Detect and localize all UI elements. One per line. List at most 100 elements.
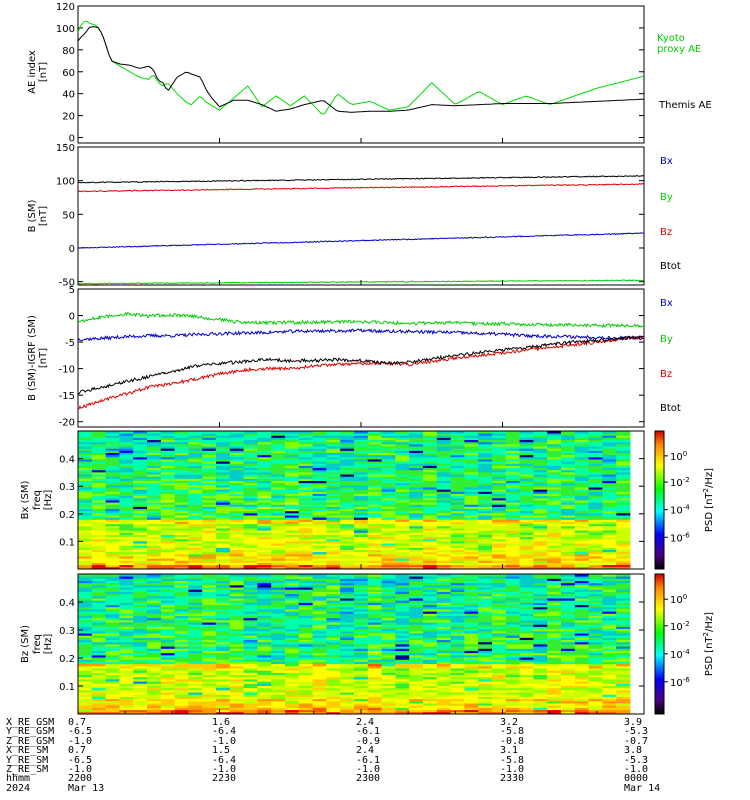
- spectrogram-cell: [160, 482, 175, 486]
- spectrogram-cell: [381, 476, 396, 479]
- spectrogram-cell: [436, 545, 451, 548]
- spectrogram-cell: [464, 646, 479, 649]
- spectrogram-cell: [505, 487, 520, 490]
- spectrogram-cell: [547, 517, 562, 520]
- spectrogram-cell: [464, 551, 479, 555]
- spectrogram-cell: [533, 467, 548, 471]
- spectrogram-cell: [78, 482, 93, 486]
- spectrogram-cell: [561, 500, 576, 503]
- spectrogram-cell: [478, 506, 493, 510]
- spectrogram-cell: [616, 564, 631, 568]
- spectrogram-cell: [257, 530, 272, 533]
- spectrogram-cell: [436, 461, 451, 464]
- spectrogram-cell: [354, 633, 369, 636]
- spectrogram-cell: [91, 467, 106, 471]
- spectrogram-cell: [216, 646, 231, 649]
- spectrogram-cell: [423, 639, 438, 643]
- spectrogram-cell: [588, 530, 603, 533]
- spectrogram-cell: [188, 459, 203, 462]
- spectrogram-cell: [147, 558, 162, 561]
- spectrogram-cell: [574, 705, 589, 708]
- spectrogram-cell: [519, 448, 534, 451]
- spectrogram-cell: [574, 435, 589, 438]
- spectrogram-cell: [395, 538, 410, 542]
- spectrogram-cell: [450, 644, 465, 647]
- spectrogram-cell: [243, 613, 258, 616]
- spectrogram-cell: [202, 700, 217, 704]
- spectrogram-cell: [381, 441, 396, 445]
- spectrogram-cell: [285, 609, 300, 612]
- spectrogram-cell: [395, 461, 410, 464]
- spectrogram-cell: [216, 639, 231, 643]
- spectrogram-cell: [478, 648, 493, 651]
- spectrogram-cell: [216, 711, 231, 715]
- spectrogram-cell: [547, 711, 562, 715]
- spectrogram-cell: [119, 547, 134, 550]
- spectrogram-cell: [547, 650, 562, 654]
- spectrogram-cell: [519, 687, 534, 691]
- spectrogram-cell: [216, 484, 231, 488]
- spectrogram-cell: [409, 500, 424, 503]
- spectrogram-cell: [243, 659, 258, 662]
- spectrogram-cell: [492, 461, 507, 464]
- spectrogram-cell: [616, 521, 631, 525]
- spectrogram-cell: [478, 681, 493, 684]
- spectrogram-cell: [326, 676, 341, 680]
- y-tick-label: 150: [56, 143, 75, 154]
- spectrogram-cell: [602, 504, 617, 507]
- spectrogram-cell: [298, 443, 313, 447]
- spectrogram-cell: [616, 480, 631, 484]
- spectrogram-cell: [312, 448, 327, 451]
- spectrogram-cell: [174, 523, 189, 527]
- spectrogram-cell: [450, 491, 465, 494]
- spectrogram-cell: [174, 469, 189, 473]
- spectrogram-cell: [202, 672, 217, 676]
- spectrogram-cell: [229, 709, 244, 713]
- spectrogram-cell: [505, 463, 520, 466]
- spectrogram-cell: [436, 622, 451, 625]
- spectrogram-cell: [271, 685, 286, 689]
- spectrogram-cell: [216, 661, 231, 665]
- spectrogram-cell: [105, 564, 120, 568]
- spectrogram-cell: [257, 670, 272, 673]
- spectrogram-cell: [202, 497, 217, 501]
- spectrogram-cell: [423, 564, 438, 568]
- spectrogram-cell: [381, 661, 396, 665]
- spectrogram-cell: [423, 624, 438, 627]
- series-line-btot: [77, 175, 645, 184]
- spectrogram-cell: [340, 474, 355, 477]
- spectrogram-cell: [243, 635, 258, 638]
- spectrogram-cell: [91, 635, 106, 638]
- spectrogram-cell: [492, 694, 507, 697]
- spectrogram-cell: [91, 668, 106, 671]
- spectrogram-cell: [464, 446, 479, 449]
- spectrogram-cell: [492, 578, 507, 581]
- spectrogram-cell: [423, 476, 438, 479]
- spectrogram-cell: [340, 582, 355, 586]
- spectrogram-cell: [519, 591, 534, 595]
- spectrogram-cell: [409, 493, 424, 497]
- spectrogram-cell: [243, 578, 258, 581]
- spectrogram-cell: [243, 584, 258, 588]
- spectrogram-cell: [78, 556, 93, 559]
- spectrogram-cell: [533, 450, 548, 453]
- spectrogram-cell: [243, 532, 258, 535]
- spectrogram-cell: [271, 484, 286, 488]
- spectrogram-cell: [78, 560, 93, 563]
- spectrogram-cell: [436, 663, 451, 667]
- spectrogram-cell: [160, 705, 175, 708]
- spectrogram-cell: [243, 650, 258, 654]
- spectrogram-cell: [354, 500, 369, 503]
- spectrogram-cell: [105, 705, 120, 708]
- spectrogram-cell: [298, 619, 313, 623]
- spectrogram-cell: [78, 609, 93, 612]
- spectrogram-cell: [160, 461, 175, 464]
- spectrogram-cell: [229, 648, 244, 651]
- spectrogram-cell: [478, 547, 493, 550]
- spectrogram-cell: [105, 584, 120, 588]
- spectrogram-cell: [492, 456, 507, 460]
- spectrogram-cell: [243, 595, 258, 599]
- spectrogram-cell: [119, 536, 134, 540]
- spectrogram-cell: [354, 639, 369, 643]
- spectrogram-cell: [147, 679, 162, 682]
